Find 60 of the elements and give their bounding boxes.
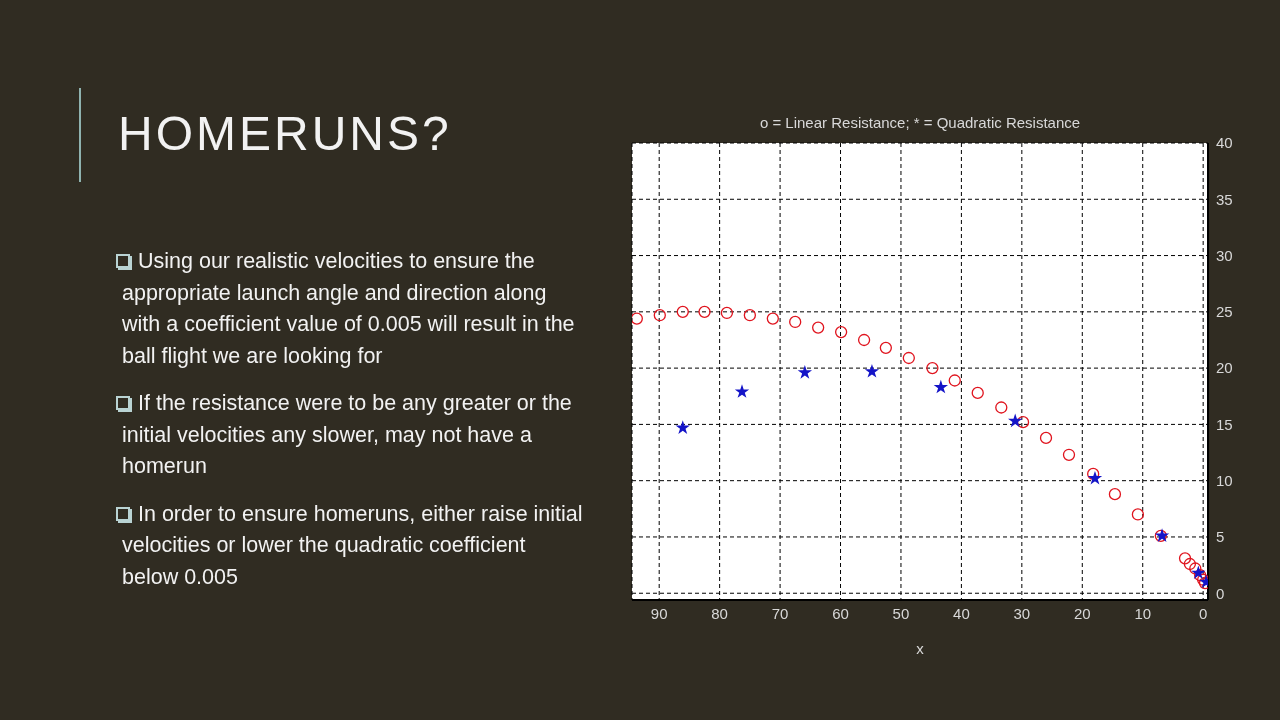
point: [1087, 467, 1100, 481]
point: [1191, 565, 1206, 580]
point: [864, 363, 880, 378]
x-tick-label: 10: [1134, 604, 1152, 622]
chart-title: o = Linear Resistance; * = Quadratic Resistance: [758, 114, 1082, 131]
x-axis-title: x: [916, 640, 925, 657]
y-tick-label: 25: [1216, 303, 1233, 321]
point: [698, 305, 711, 318]
x-tick-label: 80: [711, 604, 728, 622]
point: [1039, 431, 1053, 445]
point: [933, 379, 949, 394]
x-tick-label: 90: [650, 604, 668, 622]
point: [743, 309, 757, 322]
x-tick-label: 0: [1198, 604, 1208, 622]
point: [857, 333, 871, 347]
point: [1108, 488, 1122, 501]
point: [632, 312, 643, 325]
point: [676, 305, 689, 318]
point: [1016, 416, 1030, 429]
y-tick-label: 10: [1216, 472, 1233, 490]
point: [1131, 508, 1145, 521]
text: Using our realistic velocities to ensure the appropriate launch angle and direction along with a coefficient value of 0.005 will result in the ball flight we are looking for: [122, 249, 575, 368]
point: [926, 361, 939, 375]
text: If the resistance were to be any greater or the initial velocities any slower, may not have a homerun: [122, 391, 572, 478]
point: [766, 312, 779, 325]
point: [734, 384, 750, 398]
point: [812, 321, 825, 334]
point: [971, 386, 984, 400]
y-tick-label: 35: [1216, 190, 1233, 208]
point: [1193, 569, 1207, 582]
y-tick-label: 15: [1216, 415, 1233, 433]
point: [1087, 470, 1103, 485]
x-tick-label: 70: [771, 604, 789, 622]
point: [653, 309, 666, 322]
x-tick-label: 40: [953, 604, 970, 622]
point: [797, 365, 813, 379]
point: [948, 374, 961, 387]
point: [902, 351, 915, 365]
text: In order to ensure homeruns, either raise initial velocities or lower the quadratic coefficient below 0.005: [122, 501, 583, 589]
point: [834, 325, 848, 339]
y-tick-label: 5: [1216, 528, 1225, 546]
y-tick-label: 20: [1216, 359, 1233, 377]
point: [1189, 562, 1202, 575]
y-tick-label: 0: [1216, 584, 1225, 602]
point: [675, 420, 690, 434]
text: HOMERUNS?: [118, 106, 452, 162]
point: [720, 306, 734, 320]
x-tick-label: 60: [832, 604, 849, 622]
point: [1062, 448, 1076, 461]
point: [789, 315, 802, 329]
x-tick-label: 20: [1073, 604, 1091, 622]
point: [879, 341, 892, 355]
point: [1183, 557, 1197, 571]
point: [995, 401, 1008, 414]
point: [1178, 552, 1192, 565]
point: [1008, 413, 1023, 428]
y-tick-label: 40: [1216, 134, 1233, 152]
x-tick-label: 50: [892, 604, 910, 622]
y-tick-label: 30: [1216, 246, 1233, 264]
x-tick-label: 30: [1013, 604, 1031, 622]
